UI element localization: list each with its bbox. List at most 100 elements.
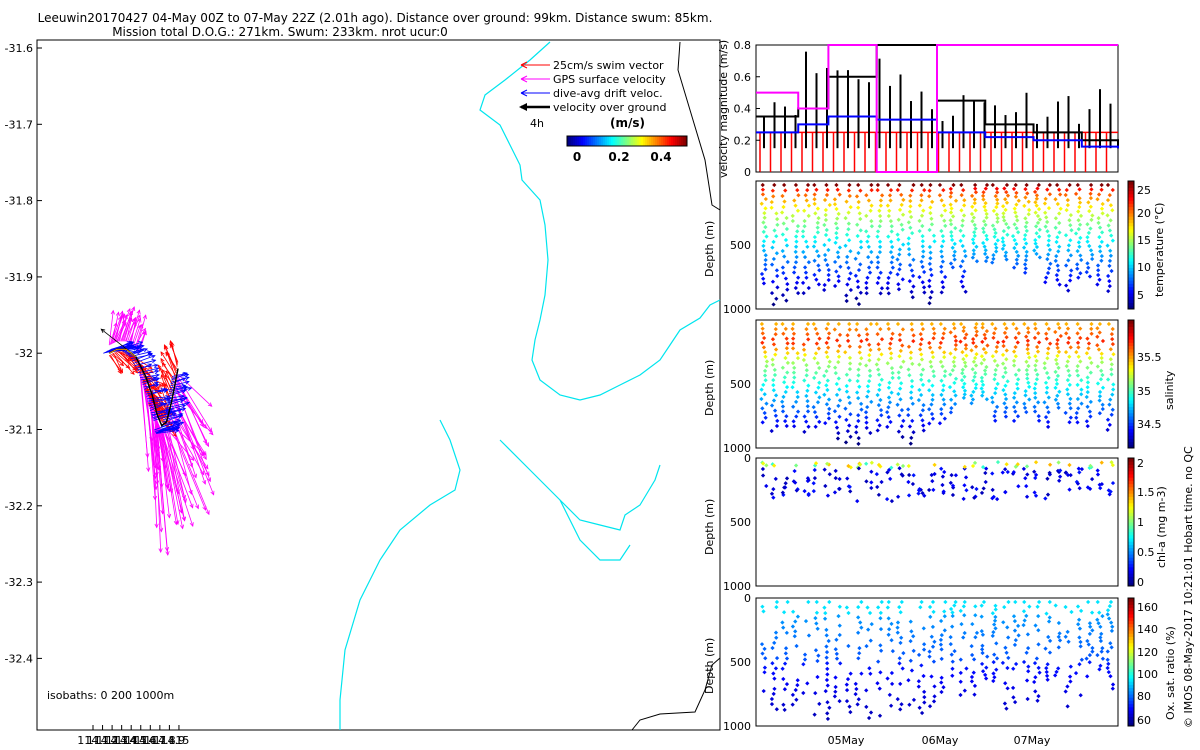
profile-point: [790, 326, 795, 331]
profile-point: [1046, 346, 1051, 351]
map-colorbar-cell: [643, 136, 646, 146]
drift-vector-head: [154, 366, 160, 372]
profile-point: [950, 659, 955, 664]
profile-point: [962, 248, 967, 254]
profile-point: [1010, 685, 1016, 690]
profile-point: [770, 362, 775, 367]
profile-point: [949, 652, 954, 657]
profile-point: [785, 341, 790, 346]
profile-point: [780, 409, 786, 414]
salinity-cbar-tick-35: 35: [1137, 385, 1151, 398]
profile-point: [833, 475, 838, 481]
drift-vector-head: [179, 421, 185, 426]
profile-point: [1045, 356, 1050, 361]
profile-point: [984, 364, 989, 370]
profile-point: [939, 249, 944, 254]
gps-vector-head: [119, 310, 124, 316]
profile-point: [793, 285, 798, 291]
profile-point: [832, 283, 838, 289]
profile-point: [958, 608, 963, 613]
profile-point: [899, 635, 904, 640]
profile-point: [836, 614, 841, 619]
profile-point: [822, 373, 827, 379]
profile-point: [932, 639, 937, 644]
profile-point: [1014, 261, 1020, 266]
gps-vector: [130, 321, 136, 345]
profile-point: [886, 291, 891, 296]
temperature-ylabel: Depth (m): [703, 221, 716, 277]
profile-point: [1107, 284, 1112, 289]
profile-point: [864, 425, 869, 430]
profile-point: [983, 350, 988, 355]
profile-point: [824, 677, 830, 683]
profile-point: [1032, 469, 1037, 474]
profile-point: [1027, 207, 1032, 213]
gps-vector: [164, 428, 182, 513]
profile-point: [761, 239, 767, 244]
profile-point: [1045, 187, 1050, 192]
drift-vector: [142, 378, 159, 386]
panel-colorbar-cell: [1128, 197, 1134, 201]
swim-vector-head: [169, 339, 174, 345]
profile-point: [879, 599, 884, 605]
swim-vector: [113, 352, 123, 373]
gps-vector-head: [202, 480, 207, 485]
profile-point: [928, 205, 933, 210]
profile-point: [859, 401, 864, 407]
profile-point: [1003, 250, 1009, 255]
panel-colorbar-cell: [1128, 538, 1134, 542]
map-colorbar-cell: [655, 136, 658, 146]
profile-point: [906, 220, 911, 225]
map-y-tick-label: -31.6: [5, 42, 33, 55]
profile-point: [1099, 182, 1104, 188]
panel-colorbar-cell: [1128, 474, 1134, 478]
profile-point: [760, 406, 765, 411]
profile-point: [823, 688, 828, 694]
profile-point: [794, 234, 799, 239]
profile-point: [953, 342, 959, 348]
profile-point: [887, 400, 893, 405]
profile-point: [827, 705, 832, 710]
profile-point: [764, 364, 769, 369]
profile-point: [771, 463, 777, 468]
profile-point: [917, 274, 922, 280]
profile-point: [791, 380, 796, 385]
gps-vector: [119, 314, 125, 342]
profile-point: [1012, 700, 1018, 705]
drift-vector-head: [135, 346, 141, 351]
profile-point: [1004, 326, 1009, 331]
profile-point: [762, 335, 767, 341]
profile-point: [1025, 342, 1030, 348]
profile-point: [853, 273, 858, 278]
profile-point: [1085, 424, 1090, 429]
profile-point: [826, 416, 832, 421]
profile-point: [1036, 207, 1042, 212]
gps-vector: [115, 311, 123, 343]
profile-point: [835, 250, 840, 255]
profile-point: [1016, 377, 1021, 382]
profile-point: [1001, 243, 1007, 248]
profile-point: [900, 343, 905, 348]
map-colorbar-cell: [597, 136, 600, 146]
profile-point: [1003, 197, 1008, 202]
profile-point: [950, 673, 955, 678]
panel-colorbar-cell: [1128, 522, 1134, 526]
panel-colorbar-cell: [1128, 560, 1134, 565]
panel-colorbar-cell: [1128, 570, 1134, 574]
chla-cbar-tick-2: 2: [1137, 457, 1144, 470]
profile-point: [1024, 613, 1029, 618]
profile-point: [832, 197, 838, 202]
profile-point: [981, 190, 986, 195]
temperature-cbar-tick-5: 5: [1137, 289, 1144, 302]
profile-point: [973, 370, 978, 376]
profile-point: [805, 244, 810, 249]
profile-point: [827, 202, 832, 208]
profile-point: [1013, 409, 1018, 414]
profile-point: [1022, 405, 1028, 411]
profile-point: [846, 227, 851, 232]
profile-point: [1001, 620, 1006, 625]
gps-vector: [121, 312, 132, 342]
profile-point: [949, 206, 954, 211]
profile-point: [879, 286, 885, 291]
profile-point: [770, 357, 775, 362]
